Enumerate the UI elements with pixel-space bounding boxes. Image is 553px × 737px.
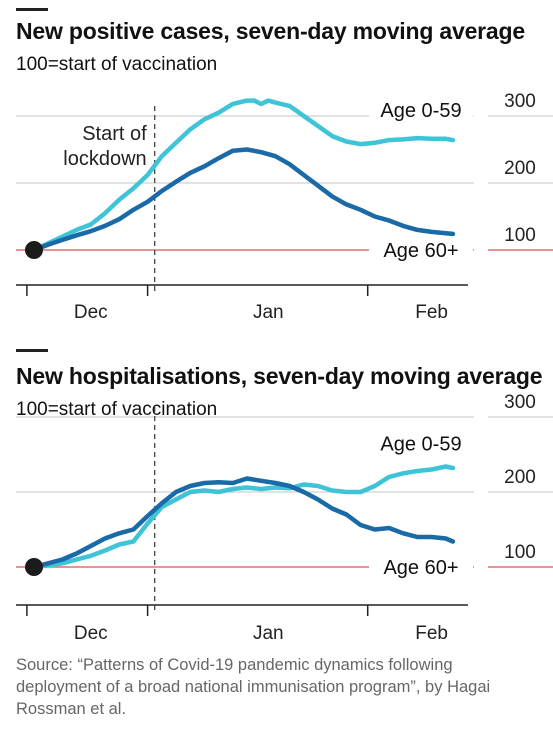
series-label: Age 0-59 [380, 100, 461, 122]
series-label-background [369, 238, 473, 263]
y-tick-label: 200 [504, 467, 536, 488]
series-label-background [369, 431, 473, 457]
y-tick-label: 200 [504, 158, 536, 179]
series-label: Age 60+ [383, 240, 458, 262]
series-label: Age 60+ [383, 557, 458, 579]
series-label: Age 0-59 [380, 434, 461, 456]
hospitalisations-line-chart: 100 200 300 Dec Jan Feb Age 0-59 Age 60+ [16, 392, 553, 644]
title-rule [16, 349, 48, 352]
x-tick-label: Feb [415, 302, 448, 323]
x-tick-label: Feb [415, 623, 448, 644]
x-tick-label: Jan [253, 623, 284, 644]
series-line-age-0-59 [31, 464, 456, 570]
x-tick-label: Dec [74, 623, 108, 644]
vaccination-start-dot [25, 558, 43, 576]
series-label-background [369, 555, 473, 580]
y-tick-label: 300 [504, 392, 536, 413]
y-tick-label: 300 [504, 91, 536, 112]
y-tick-label: 100 [504, 542, 536, 563]
series-line-age-60-plus [31, 147, 456, 253]
chart-title: New positive cases, seven-day moving ave… [16, 18, 525, 44]
x-tick-label: Jan [253, 302, 284, 323]
series-label-background [369, 98, 473, 123]
hospitalisations-chart-panel: New hospitalisations, seven-day moving a… [0, 345, 553, 645]
vaccination-start-dot [25, 241, 43, 259]
cases-line-chart: 100 200 300 Dec Jan Feb Start of lockdown Age 0-… [16, 91, 553, 323]
chart-subtitle: 100=start of vaccination [16, 54, 218, 75]
x-tick-label: Dec [74, 302, 108, 323]
chart-title: New hospitalisations, seven-day moving a… [16, 363, 543, 389]
title-rule [16, 8, 48, 11]
series-line-age-60-plus [31, 476, 456, 570]
series-line-age-0-59 [31, 98, 456, 253]
source-note: Source: “Patterns of Covid-19 pandemic d… [16, 656, 491, 718]
lockdown-annotation: Start of [82, 123, 147, 145]
lockdown-annotation: lockdown [63, 148, 146, 170]
chart-subtitle: 100=start of vaccination [16, 399, 218, 420]
y-tick-label: 100 [504, 225, 536, 246]
cases-chart-panel: New positive cases, seven-day moving ave… [0, 0, 553, 345]
